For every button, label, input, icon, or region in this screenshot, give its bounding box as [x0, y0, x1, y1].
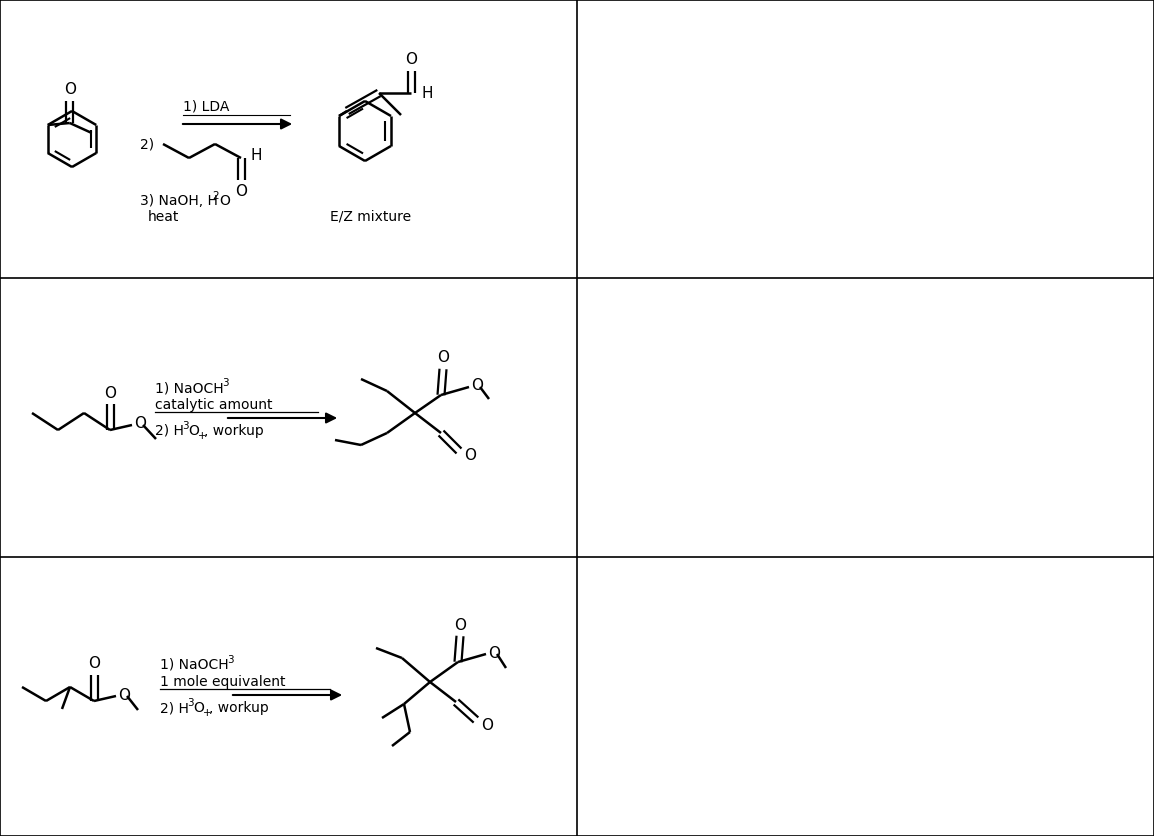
Text: 2) H: 2) H [155, 424, 183, 438]
Text: O: O [405, 53, 417, 68]
Text: 3: 3 [227, 655, 233, 665]
Text: H: H [421, 85, 433, 100]
Text: 3: 3 [222, 378, 228, 388]
Text: O: O [219, 194, 230, 208]
Text: 1) NaOCH: 1) NaOCH [160, 658, 228, 672]
Text: , workup: , workup [204, 424, 264, 438]
Text: 3: 3 [182, 421, 188, 431]
Text: 3: 3 [187, 698, 194, 708]
Text: catalytic amount: catalytic amount [155, 398, 272, 412]
Text: O: O [88, 656, 100, 671]
Text: 1 mole equivalent: 1 mole equivalent [160, 675, 285, 689]
Text: 1) LDA: 1) LDA [183, 100, 230, 114]
Text: O: O [454, 618, 466, 633]
Text: O: O [464, 448, 475, 463]
Text: 3) NaOH, H: 3) NaOH, H [140, 194, 218, 208]
Text: O: O [63, 83, 76, 98]
Text: heat: heat [148, 210, 179, 224]
Text: +: + [198, 431, 207, 441]
Text: +: + [203, 708, 211, 718]
Text: 2): 2) [140, 137, 155, 151]
Text: O: O [188, 424, 198, 438]
Text: O: O [471, 379, 484, 394]
Text: , workup: , workup [209, 701, 269, 715]
Text: O: O [104, 385, 117, 400]
Text: O: O [481, 717, 493, 732]
Text: O: O [235, 183, 247, 198]
Text: 2: 2 [212, 191, 218, 201]
Text: 2) H: 2) H [160, 701, 189, 715]
Text: E/Z mixture: E/Z mixture [330, 210, 411, 224]
Text: O: O [134, 416, 147, 431]
Text: O: O [488, 645, 500, 660]
Text: O: O [437, 350, 449, 365]
Text: O: O [193, 701, 204, 715]
Text: H: H [252, 149, 262, 164]
Text: 1) NaOCH: 1) NaOCH [155, 381, 224, 395]
Text: O: O [118, 687, 130, 702]
